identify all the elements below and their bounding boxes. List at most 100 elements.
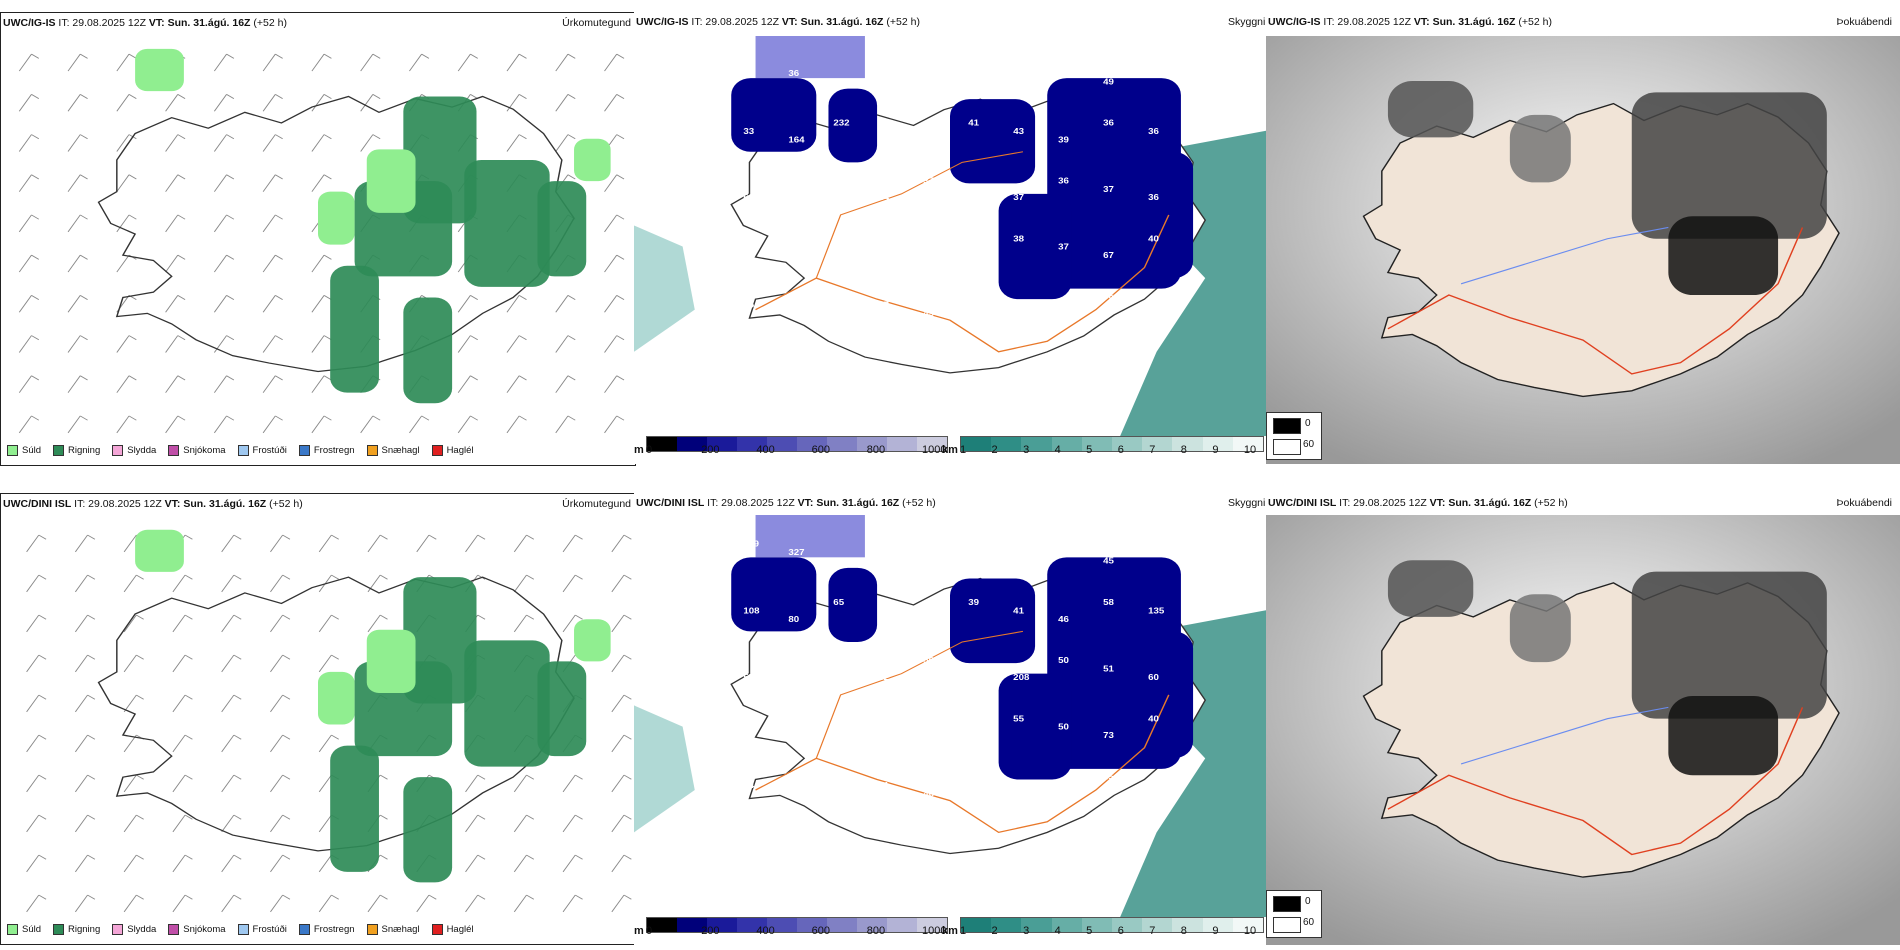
- precipitation-type-map[interactable]: [1, 33, 635, 435]
- skyggni-label: Skyggni: [1228, 16, 1266, 28]
- cloudbase-value: 39: [968, 597, 979, 606]
- fog-panel-row2: UWC/DINI ISL IT: 29.08.2025 12Z VT: Sun.…: [1266, 493, 1900, 945]
- cloudbase-value: 38: [788, 309, 799, 318]
- cloudbase-visibility-map[interactable]: 37 36 144 132 568 538 95 52 49 39 33 164 232 44 37 41 43…: [634, 36, 1266, 436]
- cloudbase-value: 45: [1103, 772, 1114, 781]
- cloudbase-value: 31: [1148, 539, 1159, 548]
- legend-item: Súld: [7, 924, 41, 935]
- colorbar-tick-label: 1: [960, 444, 967, 456]
- colorbar-tick-label: 9: [1212, 444, 1219, 456]
- elevation-unit: m: [634, 925, 644, 937]
- legend-label: Frostúði: [252, 924, 287, 935]
- colorbar-tick-label: 1: [960, 925, 967, 937]
- low-cloud-areas: [731, 557, 1194, 780]
- colorbar-step: [827, 918, 857, 932]
- cloudbase-value: 39: [788, 242, 799, 251]
- legend-swatch: [366, 445, 378, 456]
- elevation-colorbar: [646, 917, 948, 933]
- legend-label: Snæhagl: [381, 924, 420, 935]
- cloudbase-value: 41: [1058, 309, 1069, 318]
- legend-item: Snjókoma: [168, 445, 226, 456]
- cloudbase-value: 119: [743, 539, 759, 548]
- cloudbase-value: 44: [878, 126, 889, 135]
- panel-name: Úrkomutegund: [562, 17, 631, 29]
- colorbar-step: [857, 918, 887, 932]
- colorbar-tick-label: 6: [1117, 925, 1124, 937]
- cloudbase-value: 44: [743, 781, 755, 790]
- fog-indicator-map[interactable]: [1266, 515, 1900, 945]
- colorbar-step: [797, 918, 827, 932]
- colorbar-tick-label: 600: [811, 925, 830, 937]
- colorbar-step: [961, 437, 992, 451]
- visibility-colorbar: [960, 436, 1264, 452]
- cloudbase-value: 35: [743, 300, 754, 309]
- cloudbase-value: 42: [743, 714, 754, 723]
- colorbar-step: [1021, 918, 1052, 932]
- cloudbase-value: 144: [833, 77, 849, 86]
- cloudbase-value: 69: [1013, 539, 1024, 548]
- cloudbase-value: 568: [923, 69, 939, 78]
- colorbar-step: [1081, 918, 1113, 932]
- colorbar-step: [767, 437, 797, 451]
- roads: [755, 630, 1170, 834]
- colorbar-tick-label: 4: [1054, 444, 1061, 456]
- cloudbase-value: 37: [1058, 242, 1069, 251]
- colorbar-step: [677, 918, 707, 932]
- colorbar-step: [991, 918, 1022, 932]
- cloudbase-value: 38: [968, 731, 979, 740]
- colorbar-tick-label: 7: [1149, 925, 1156, 937]
- cloudbase-visibility-map[interactable]: 119 327 45 94 133 116 69 158 45 31 108 80 65 82 50 39 41…: [634, 515, 1266, 917]
- high-cloud-area: [755, 515, 865, 558]
- cloudbase-value: 51: [1103, 664, 1114, 673]
- colorbar-step: [647, 918, 677, 932]
- panel-title: UWC/IG-IS IT: 29.08.2025 12Z VT: Sun. 31…: [1268, 16, 1552, 28]
- cloudbase-value: 40: [1148, 234, 1159, 243]
- cloudbase-value: 36: [1103, 118, 1114, 127]
- legend-swatch: [53, 445, 65, 456]
- fog-panel-row1: UWC/IG-IS IT: 29.08.2025 12Z VT: Sun. 31…: [1266, 12, 1900, 464]
- cloudbase-value: 95: [1013, 60, 1024, 69]
- colorbar-tick-label: 400: [756, 925, 775, 937]
- visibility-colorbar: [960, 917, 1264, 933]
- colorbar-tick-label: 9: [1212, 925, 1219, 937]
- fog-indicator-map[interactable]: [1266, 36, 1900, 464]
- cloudbase-value: 208: [1013, 673, 1029, 682]
- cloudbase-value: 232: [833, 118, 849, 127]
- cloudbase-value: 55: [1013, 714, 1024, 723]
- colorbar-step: [1021, 437, 1052, 451]
- panel-title: UWC/DINI ISL IT: 29.08.2025 12Z VT: Sun.…: [3, 498, 303, 510]
- cloudbase-value: 37: [1013, 781, 1024, 790]
- colorbar-step: [707, 918, 737, 932]
- legend-item: Frostregn: [298, 445, 355, 456]
- colorbar-tick-label: 3: [1023, 444, 1030, 456]
- panel-name: Þokuábendi: [1836, 16, 1892, 28]
- legend-label: Snjókoma: [183, 924, 226, 935]
- fog-dark-areas: [1387, 81, 1827, 296]
- cloudbase-value: 164: [788, 135, 804, 144]
- legend-label: Rigning: [68, 445, 101, 456]
- cloudbase-value: 46: [1058, 614, 1069, 623]
- rain-areas: [135, 529, 611, 883]
- legend-item: Frostúði: [237, 924, 287, 935]
- colorbar-tick-label: 6: [1117, 444, 1124, 456]
- cloudbase-value: 50: [878, 234, 889, 243]
- cloudbase-value: 36: [1148, 193, 1159, 202]
- legend-item: Rigning: [53, 445, 100, 456]
- cloudbase-value: 116: [968, 556, 984, 565]
- cloudbase-value: 41: [878, 781, 889, 790]
- skyggni-label: Skyggni: [1228, 497, 1266, 509]
- precipitation-type-map[interactable]: [1, 514, 635, 914]
- cloudbase-value: 135: [1148, 606, 1164, 615]
- colorbar-tick-label: 10: [1243, 444, 1257, 456]
- roads: [1387, 706, 1804, 856]
- legend-label: Súld: [22, 445, 42, 456]
- cloudbase-value: 49: [968, 251, 979, 260]
- fog-legend-min: 0: [1305, 418, 1311, 429]
- colorbar-tick-label: 8: [1180, 444, 1187, 456]
- cloudbase-value: 60: [1148, 673, 1159, 682]
- legend-swatch: [168, 445, 180, 456]
- fog-legend: 0 60: [1266, 412, 1322, 460]
- iceland-coastline: [97, 576, 575, 852]
- cloudbase-value: 46: [923, 789, 934, 798]
- cloudbase-value: 355: [1148, 300, 1164, 309]
